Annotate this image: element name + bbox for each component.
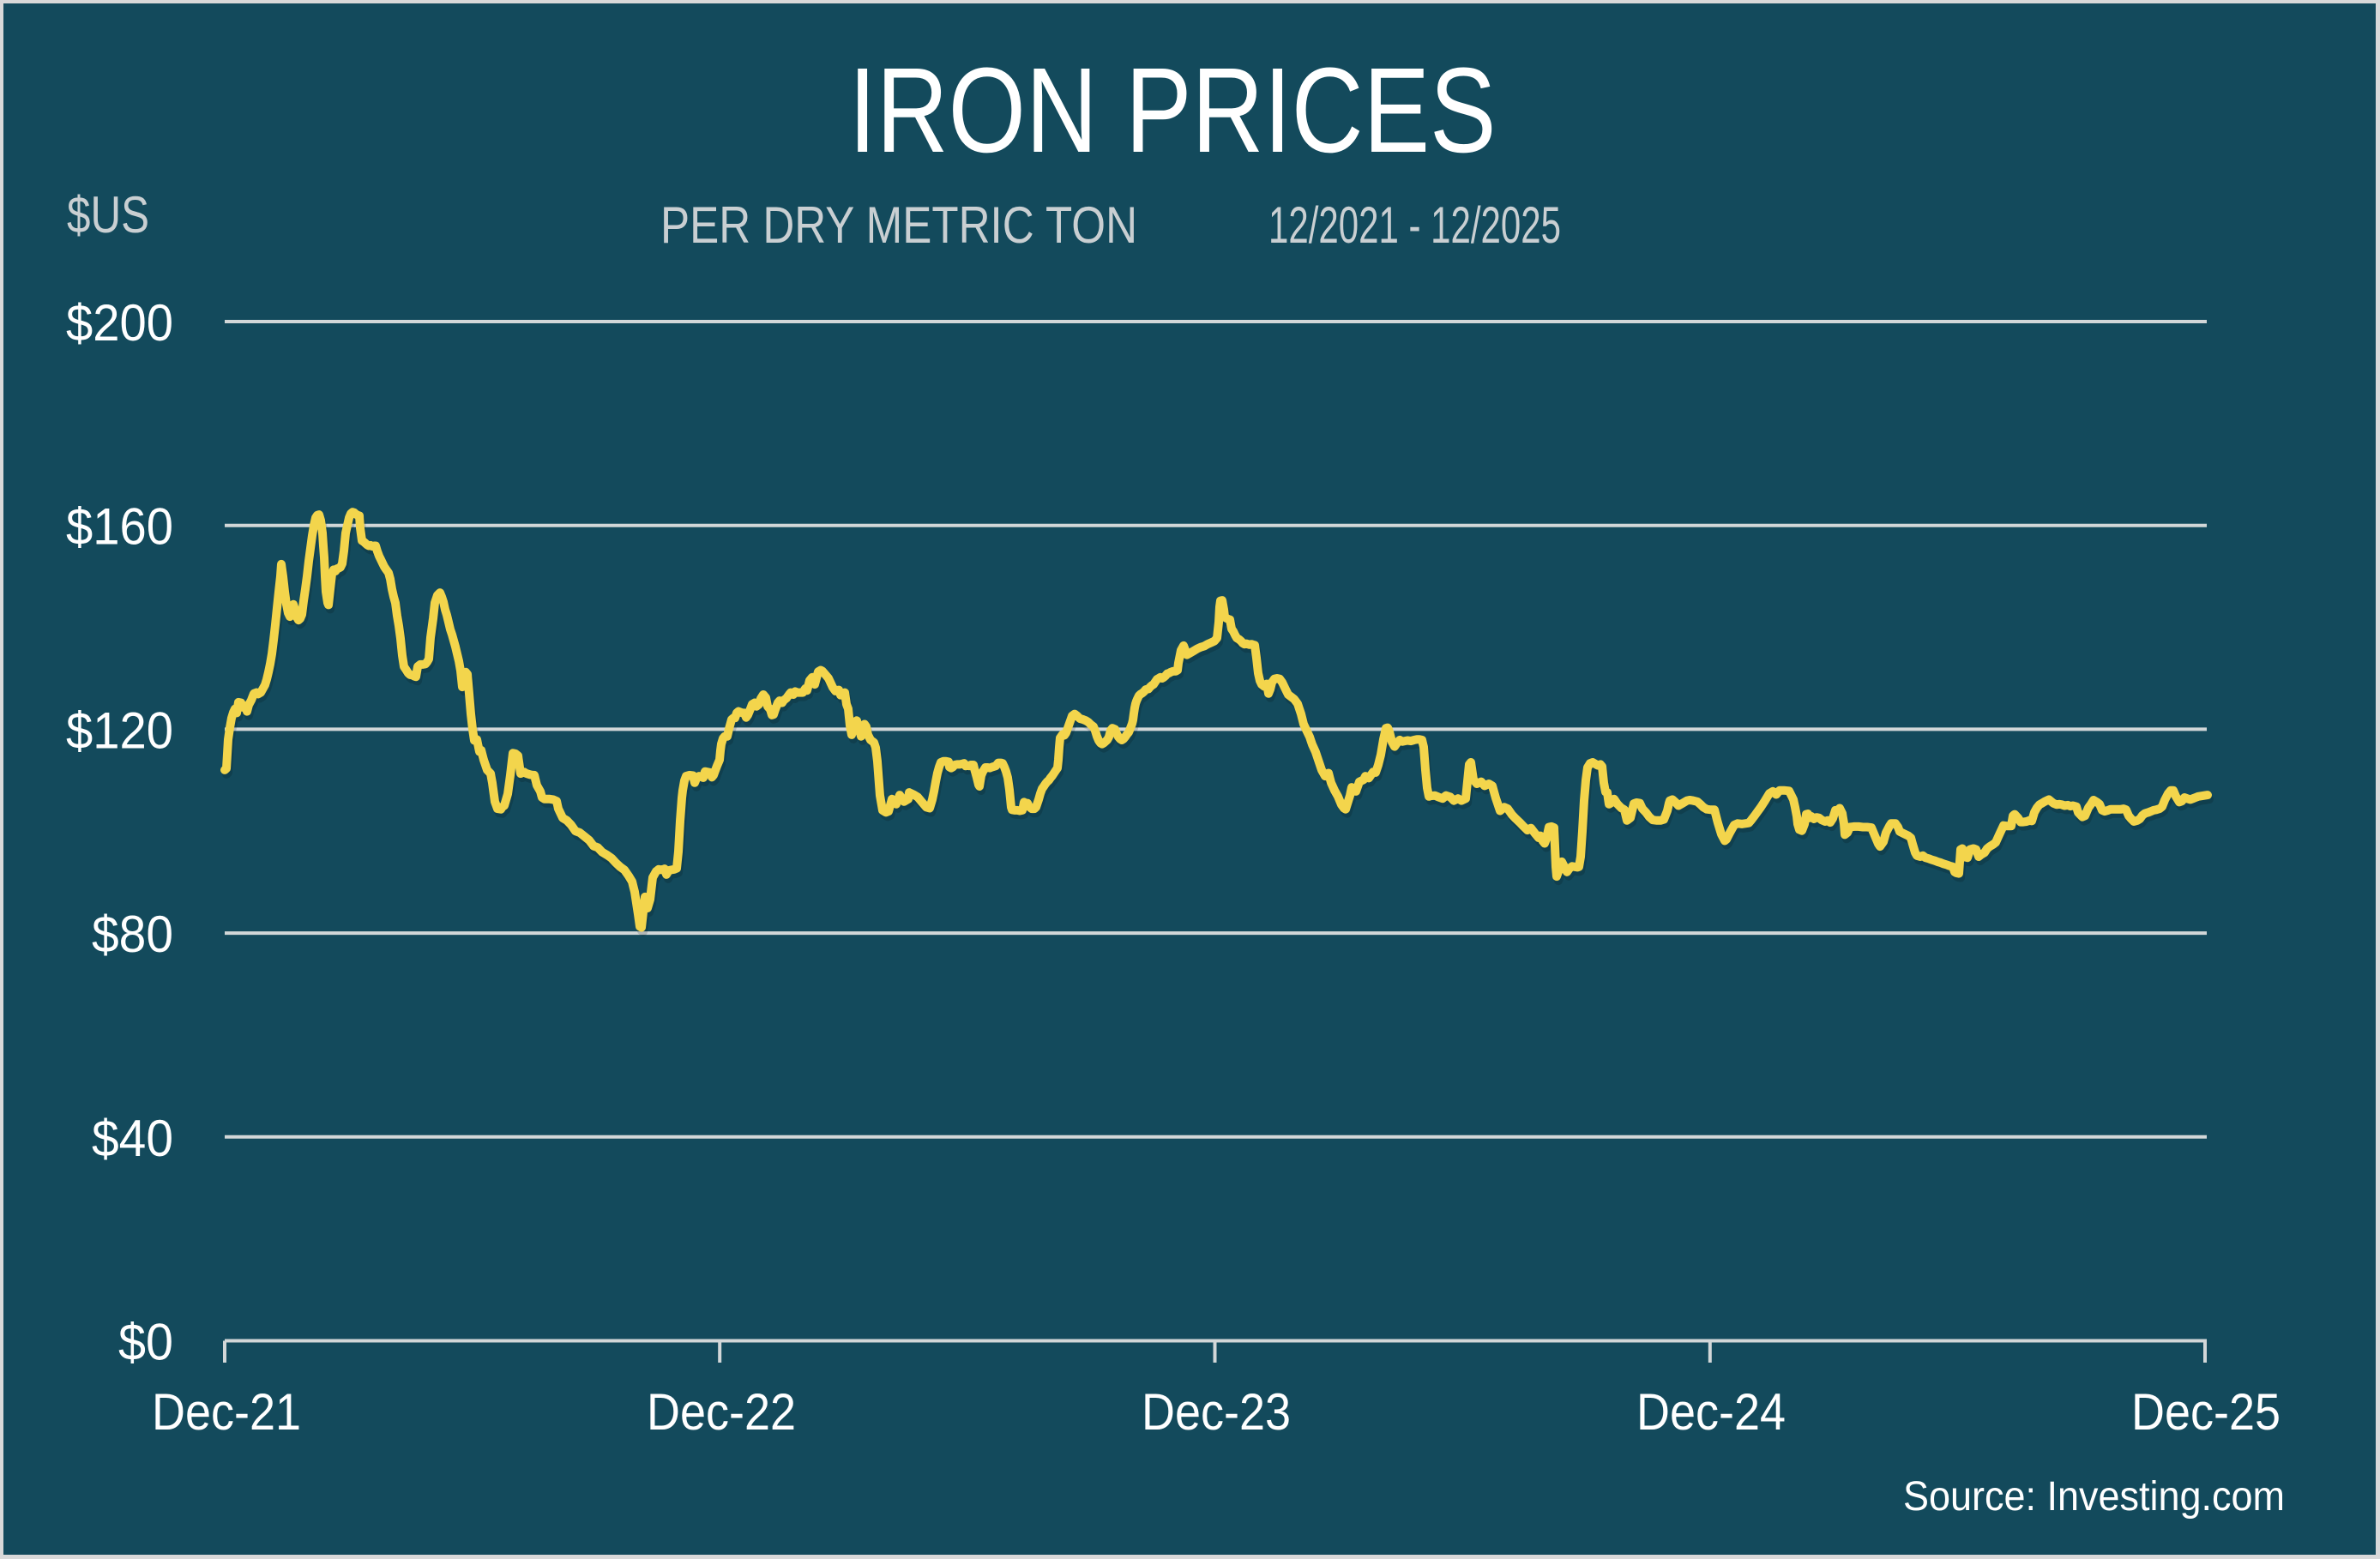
- svg-text:$160: $160: [66, 498, 173, 556]
- svg-text:Dec-23: Dec-23: [1142, 1383, 1291, 1441]
- svg-text:Dec-22: Dec-22: [647, 1383, 796, 1441]
- svg-text:$80: $80: [92, 906, 173, 963]
- svg-text:$120: $120: [66, 701, 173, 759]
- svg-text:$40: $40: [92, 1110, 173, 1167]
- svg-text:Source: Investing.com: Source: Investing.com: [1903, 1474, 2285, 1520]
- svg-text:12/2021 - 12/2025: 12/2021 - 12/2025: [1268, 196, 1561, 254]
- svg-text:PER DRY METRIC TON: PER DRY METRIC TON: [660, 196, 1137, 254]
- svg-text:$200: $200: [66, 294, 173, 352]
- svg-text:IRON PRICES: IRON PRICES: [849, 42, 1497, 178]
- svg-text:Dec-24: Dec-24: [1636, 1383, 1786, 1441]
- svg-text:Dec-21: Dec-21: [152, 1383, 301, 1441]
- svg-text:$US: $US: [67, 186, 149, 244]
- svg-text:$0: $0: [118, 1314, 173, 1371]
- svg-text:Dec-25: Dec-25: [2131, 1383, 2281, 1441]
